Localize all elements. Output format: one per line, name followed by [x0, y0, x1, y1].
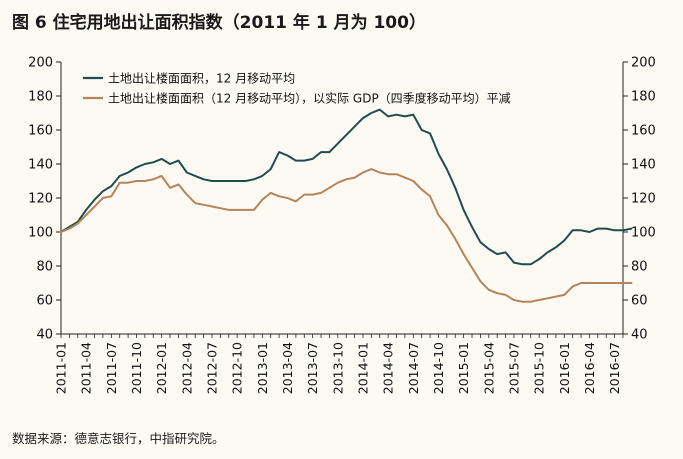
x-tick-label: 2012-10: [230, 342, 245, 394]
x-tick-label: 2011-01: [54, 342, 69, 394]
y-tick-label-left: 200: [28, 56, 53, 71]
x-tick-label: 2011-04: [79, 342, 94, 394]
x-tick-label: 2012-07: [204, 342, 219, 394]
y-tick-label-right: 40: [631, 328, 648, 343]
x-tick-label: 2014-07: [406, 342, 421, 394]
legend-label-2: 土地出让楼面面积（12 月移动平均），以实际 GDP（四季度移动平均）平减: [108, 91, 511, 106]
x-tick-label: 2013-04: [280, 342, 295, 394]
x-tick-label: 2012-01: [154, 342, 169, 394]
x-tick-label: 2013-01: [255, 342, 270, 394]
legend-label-1: 土地出让楼面面积，12 月移动平均: [108, 71, 295, 86]
x-tick-label: 2015-10: [532, 342, 547, 394]
series-line-2: [60, 168, 633, 303]
y-tick-label-right: 120: [631, 192, 656, 207]
y-tick-label-left: 140: [28, 158, 53, 173]
x-tick-label: 2015-04: [481, 342, 496, 394]
y-tick-label-left: 120: [28, 192, 53, 207]
x-tick-label: 2016-07: [607, 342, 622, 394]
chart-title: 图 6 住宅用地出让面积指数（2011 年 1 月为 100）: [12, 13, 426, 33]
x-tick-label: 2014-10: [431, 342, 446, 394]
y-tick-label-right: 180: [631, 90, 656, 105]
x-tick-label: 2015-07: [506, 342, 521, 394]
chart-source: 数据来源：德意志银行，中指研究院。: [12, 431, 225, 446]
y-tick-label-left: 160: [28, 124, 53, 139]
series-line-1: [60, 108, 633, 266]
x-tick-label: 2015-01: [456, 342, 471, 394]
x-tick-label: 2011-10: [129, 342, 144, 394]
y-tick-label-right: 80: [631, 260, 648, 275]
x-tick-label: 2012-04: [179, 342, 194, 394]
x-tick-label: 2014-01: [355, 342, 370, 394]
y-tick-label-left: 180: [28, 90, 53, 105]
y-tick-label-left: 60: [36, 294, 53, 309]
y-tick-label-right: 200: [631, 56, 656, 71]
x-tick-label: 2011-07: [104, 342, 119, 394]
x-tick-label: 2016-01: [557, 342, 572, 394]
y-tick-label-right: 100: [631, 226, 656, 241]
y-tick-label-left: 80: [36, 260, 53, 275]
x-tick-label: 2014-04: [381, 342, 396, 394]
x-tick-label: 2013-10: [330, 342, 345, 394]
y-tick-label-right: 160: [631, 124, 656, 139]
y-tick-label-right: 140: [631, 158, 656, 173]
y-tick-label-left: 100: [28, 226, 53, 241]
y-tick-label-right: 60: [631, 294, 648, 309]
y-tick-label-left: 40: [36, 328, 53, 343]
axes: 40 40 60 60 80 80 100 100 120 120 140 140 160 160 180 1…: [28, 56, 656, 395]
x-tick-label: 2013-07: [305, 342, 320, 394]
series-lines: [60, 108, 633, 303]
x-tick-label: 2016-04: [582, 342, 597, 394]
